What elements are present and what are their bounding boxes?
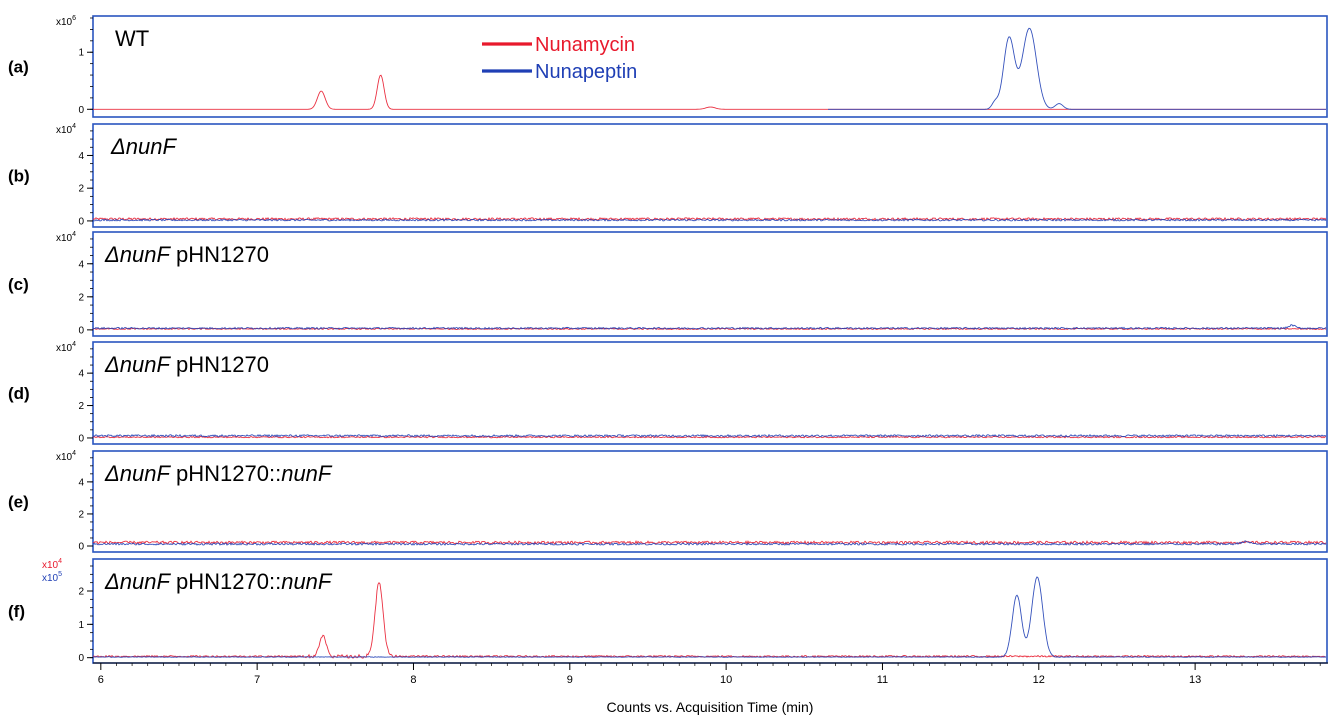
panel-b: (b) 0 2 4 x104 ΔnunF xyxy=(8,123,1328,228)
x-axis-label: Counts vs. Acquisition Time (min) xyxy=(607,699,814,715)
panel-frame xyxy=(92,341,1328,445)
strain-label: WT xyxy=(115,26,149,51)
legend: Nunamycin Nunapeptin xyxy=(482,34,637,83)
y-tick-label: 2 xyxy=(78,292,84,303)
trace-nunamycin xyxy=(93,74,1326,110)
y-ticks: 0 1 2 xyxy=(78,565,93,664)
y-tick-label: 2 xyxy=(78,587,84,598)
y-ticks: 01 xyxy=(78,17,93,116)
trace-nunapeptin xyxy=(92,540,1327,546)
panel-d: (d) 0 2 4 x104 ΔnunF pHN1270 xyxy=(8,341,1328,445)
x-axis: 6 7 8 9 10 11 12 13 Counts vs. Acquisition Time … xyxy=(93,662,1328,715)
panel-frame xyxy=(92,231,1328,337)
strain-label: ΔnunF pHN1270::nunF xyxy=(104,569,333,594)
panel-frame xyxy=(92,450,1328,553)
y-tick-label: 0 xyxy=(78,325,84,336)
strain-label: ΔnunF pHN1270 xyxy=(104,352,269,377)
panel-c: (c) 0 2 4 x104 ΔnunF pHN1270 xyxy=(8,231,1328,337)
x-tick-label: 6 xyxy=(98,674,104,686)
y-multiplier: x104 xyxy=(56,341,76,354)
trace-nunapeptin xyxy=(92,433,1327,438)
panel-frame xyxy=(92,123,1328,228)
y-multiplier: x104 xyxy=(42,558,62,571)
x-tick-label: 9 xyxy=(567,674,573,686)
x-tick-label: 8 xyxy=(410,674,416,686)
x-tick-label: 11 xyxy=(877,674,888,686)
strain-label: ΔnunF xyxy=(110,134,177,159)
trace-nunapeptin xyxy=(92,324,1327,330)
y-tick-label: 0 xyxy=(78,541,84,552)
panel-letter: (b) xyxy=(8,167,30,186)
trace-nunapeptin xyxy=(92,576,1327,658)
panel-letter: (e) xyxy=(8,493,29,512)
x-tick-label: 10 xyxy=(720,674,732,686)
y-tick-label: 1 xyxy=(78,620,84,631)
trace-nunamycin xyxy=(92,216,1327,222)
panel-letter: (c) xyxy=(8,275,29,294)
y-tick-label: 4 xyxy=(78,477,84,488)
x-tick-label: 12 xyxy=(1033,674,1045,686)
panel-letter: (a) xyxy=(8,58,29,77)
y-multiplier: x104 xyxy=(56,123,76,136)
y-tick-label: 4 xyxy=(78,369,84,380)
trace-nunapeptin xyxy=(92,218,1327,222)
panel-letter: (f) xyxy=(8,602,25,621)
x-tick-label: 13 xyxy=(1189,674,1201,686)
y-tick-label: 1 xyxy=(78,48,84,59)
strain-label: ΔnunF pHN1270 xyxy=(104,242,269,267)
strain-label: ΔnunF pHN1270::nunF xyxy=(104,461,333,486)
trace-nunamycin xyxy=(92,582,1327,659)
y-tick-label: 4 xyxy=(78,151,84,162)
y-tick-label: 2 xyxy=(78,401,84,412)
panel-letter: (d) xyxy=(8,384,30,403)
y-tick-label: 4 xyxy=(78,259,84,270)
y-multiplier: x104 xyxy=(56,450,76,463)
y-ticks: 0 2 4 xyxy=(78,348,93,444)
y-multiplier: x104 xyxy=(56,231,76,244)
y-tick-label: 2 xyxy=(78,509,84,520)
y-tick-label: 2 xyxy=(78,184,84,195)
y-multiplier: x106 xyxy=(56,15,76,28)
panel-frame xyxy=(92,15,1328,118)
y-ticks: 0 2 4 xyxy=(78,130,93,227)
trace-nunapeptin xyxy=(828,27,1326,110)
y-tick-label: 0 xyxy=(78,105,84,116)
y-multiplier: x105 xyxy=(42,571,62,584)
legend-label-nunamycin: Nunamycin xyxy=(535,34,635,56)
y-tick-label: 0 xyxy=(78,216,84,227)
legend-label-nunapeptin: Nunapeptin xyxy=(535,61,637,83)
y-ticks: 0 2 4 xyxy=(78,457,93,552)
y-tick-label: 0 xyxy=(78,653,84,664)
y-ticks: 0 2 4 xyxy=(78,238,93,336)
y-tick-label: 0 xyxy=(78,433,84,444)
x-tick-label: 7 xyxy=(254,674,260,686)
